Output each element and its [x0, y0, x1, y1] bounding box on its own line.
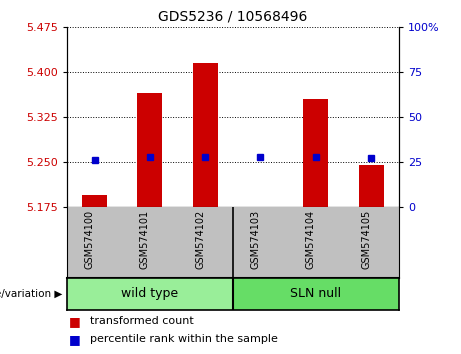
Text: GSM574104: GSM574104: [306, 210, 316, 269]
Text: GSM574101: GSM574101: [140, 210, 150, 269]
Text: GSM574105: GSM574105: [361, 210, 371, 269]
Text: wild type: wild type: [121, 287, 178, 300]
Text: GSM574103: GSM574103: [250, 210, 260, 269]
Title: GDS5236 / 10568496: GDS5236 / 10568496: [158, 10, 307, 24]
Bar: [67, 278, 233, 310]
Bar: [193, 63, 218, 207]
Text: transformed count: transformed count: [90, 316, 194, 326]
Text: GSM574100: GSM574100: [84, 210, 95, 269]
Text: GSM574102: GSM574102: [195, 210, 205, 269]
Bar: [303, 99, 328, 207]
Text: genotype/variation ▶: genotype/variation ▶: [0, 289, 62, 299]
Bar: [137, 93, 162, 207]
Bar: [82, 195, 107, 207]
Text: SLN null: SLN null: [290, 287, 341, 300]
Bar: [359, 165, 384, 207]
Bar: [233, 278, 399, 310]
Text: percentile rank within the sample: percentile rank within the sample: [90, 334, 278, 344]
Text: ■: ■: [69, 315, 81, 328]
Text: ■: ■: [69, 332, 81, 346]
